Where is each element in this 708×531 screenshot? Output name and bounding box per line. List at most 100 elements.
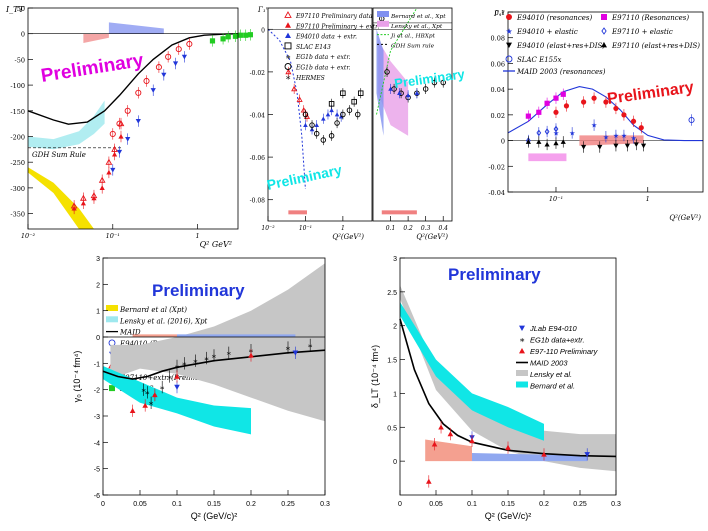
data-point: [314, 122, 320, 127]
data-point: [357, 90, 364, 96]
watermark: Preliminary: [606, 79, 695, 108]
legend-entry: EG1b data + extr.: [295, 65, 351, 72]
legend-entry: SLAC E155x: [517, 56, 562, 64]
legend-marker: [284, 11, 292, 18]
legend-marker: [285, 32, 291, 38]
x-tick-label: 10⁻¹: [299, 225, 312, 232]
chart-gamma1-deuteron: ★ ★★★ ★ ★ ★0.10.080.060.040.020-0.02-0.0410⁻…: [488, 9, 704, 222]
data-point: [181, 54, 188, 60]
data-point: [560, 91, 566, 97]
y-tick-label: -6: [94, 493, 100, 500]
data-point: ∗: [211, 351, 217, 361]
data-point: [106, 169, 112, 175]
y-tick-label: -200: [10, 133, 25, 141]
data-point: [320, 116, 326, 121]
maid-curve: [102, 349, 326, 380]
y-tick-label: -50: [15, 56, 25, 64]
x-tick-label: 0.2: [403, 225, 413, 232]
data-point: [638, 125, 644, 131]
y-tick-label: 3: [96, 256, 100, 263]
legend-entry: MAID 2003: [530, 359, 568, 368]
legend-marker: [506, 42, 512, 48]
gdh-curve: [267, 28, 306, 190]
data-point: [135, 118, 141, 124]
x-axis-label: Q²(GeV²): [416, 233, 448, 241]
y-tick-label: -100: [10, 82, 25, 90]
y-tick-label: -0.04: [488, 189, 505, 197]
data-point: ∗: [174, 361, 180, 371]
lensky-band: [110, 263, 326, 422]
lensky-band: [378, 39, 409, 136]
watermark: Preliminary: [152, 281, 245, 300]
data-point: [544, 128, 550, 135]
y-tick-label: 2.5: [387, 290, 397, 297]
data-point: [325, 112, 331, 117]
legend-entry: E97110 (elast+res+DIS): [611, 42, 700, 50]
data-point: [541, 451, 547, 457]
watermark: Preliminary: [39, 50, 145, 87]
data-point: ∗: [159, 382, 165, 392]
y-tick-label: 0.04: [491, 86, 505, 94]
x-tick-label: 0.3: [320, 501, 330, 508]
legend-entry: E97110 (Resonances): [611, 14, 689, 22]
legend-marker: [109, 385, 115, 392]
watermark: Preliminary: [265, 161, 343, 193]
data-point: [302, 111, 309, 118]
y-tick-label: -5: [94, 467, 100, 474]
y-tick-label: -350: [10, 211, 25, 219]
y-tick-label: -2: [94, 388, 100, 395]
y-tick-label: 2: [96, 282, 100, 289]
y-tick-label: -250: [10, 159, 25, 167]
lensky-band: [28, 100, 105, 150]
data-point: [248, 352, 254, 358]
data-point: [99, 185, 105, 190]
legend-swatch: [516, 381, 528, 388]
legend-entry: E97110 Preliminary + extr.: [295, 23, 379, 30]
legend-entry: E94010 data + extr.: [295, 34, 357, 41]
data-point: [505, 444, 511, 450]
data-point: ∗: [307, 340, 313, 350]
legend-marker: [601, 14, 607, 20]
legend-marker: ∗: [285, 53, 291, 63]
x-tick-label: 1: [646, 195, 650, 203]
data-point: [340, 111, 346, 118]
data-point: [165, 53, 172, 60]
data-point: [186, 40, 193, 48]
data-point: ∗: [204, 353, 210, 363]
legend-entry: E97110 + elastic: [611, 28, 673, 36]
x-tick-label: 0: [101, 501, 105, 508]
plot-frame: [372, 7, 453, 222]
data-point: ∗: [141, 385, 147, 395]
maid-curve: [399, 318, 617, 458]
legend-entry: E94010 + elastic: [516, 28, 578, 36]
data-point: [431, 79, 438, 86]
data-point: [117, 120, 125, 127]
x-tick-label: 0.05: [429, 501, 443, 508]
x-tick-label: 0.2: [246, 501, 256, 508]
data-point: [328, 133, 335, 139]
data-point: [111, 151, 118, 157]
y-tick-label: 0.5: [387, 425, 397, 432]
y-tick-label: 0.02: [491, 112, 505, 120]
y-tick-label: 1: [393, 391, 397, 398]
x-axis-label: Q²(GeV²): [332, 233, 364, 241]
legend-entry: HERMES: [295, 75, 325, 82]
y-axis-label: Γ₁ⁿ: [257, 6, 269, 14]
legend-entry: EG1b data + extr.: [295, 54, 351, 61]
data-point: [142, 402, 148, 408]
legend-entry: E97110 Preliminary data: [295, 13, 373, 20]
y-tick-label: 0: [96, 335, 100, 342]
legend-entry: E94010 (resonances): [516, 14, 592, 22]
data-point: ∗: [167, 372, 173, 382]
data-point: ★: [613, 132, 619, 140]
data-point: ★: [591, 122, 597, 130]
data-point: [340, 90, 346, 96]
data-point: [536, 109, 542, 115]
data-point: [536, 129, 542, 137]
data-point: [329, 107, 334, 113]
data-point: [328, 101, 335, 107]
data-point: [553, 95, 559, 101]
data-point: [613, 143, 619, 149]
x-tick-label: 0.15: [207, 501, 221, 508]
data-point: [118, 133, 124, 139]
